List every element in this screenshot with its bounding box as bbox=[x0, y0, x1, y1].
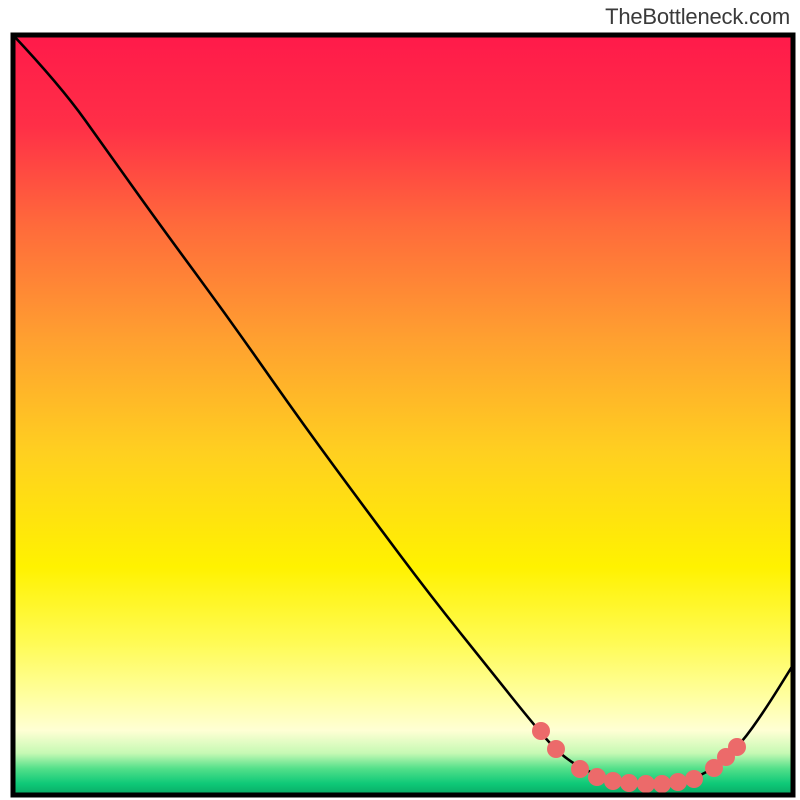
curve-marker bbox=[588, 768, 606, 786]
curve-marker bbox=[532, 722, 550, 740]
watermark-text: TheBottleneck.com bbox=[605, 4, 790, 30]
curve-marker bbox=[637, 775, 655, 793]
curve-marker bbox=[547, 740, 565, 758]
curve-marker bbox=[620, 774, 638, 792]
curve-marker bbox=[728, 738, 746, 756]
curve-marker bbox=[653, 775, 671, 793]
curve-marker bbox=[571, 760, 589, 778]
chart-container: TheBottleneck.com bbox=[0, 0, 800, 800]
curve-marker bbox=[604, 772, 622, 790]
plot-background bbox=[13, 35, 793, 795]
chart-svg bbox=[0, 0, 800, 800]
curve-marker bbox=[669, 773, 687, 791]
curve-marker bbox=[685, 770, 703, 788]
